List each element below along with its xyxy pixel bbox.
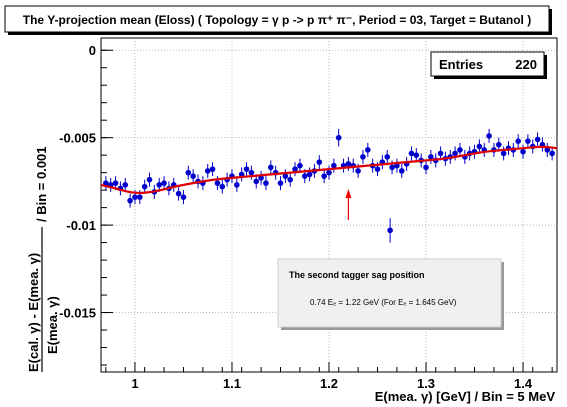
- data-point: [384, 154, 391, 160]
- data-point: [180, 194, 187, 200]
- data-point: [185, 169, 192, 176]
- y-axis-label-numerator: E(cal. γ) - E(mea. γ): [26, 253, 41, 372]
- data-point: [549, 150, 555, 157]
- title-box-shadow-bottom: [8, 32, 552, 35]
- data-point: [137, 194, 143, 200]
- data-point: [365, 147, 371, 153]
- axes: 1 1.1 1.2 1.3 1.4 0 -0.005 -0.01 -0.015: [59, 43, 553, 391]
- data-point: [389, 164, 395, 171]
- data-point: [335, 134, 342, 141]
- data-point: [520, 148, 526, 155]
- data-point: [534, 136, 541, 143]
- data-point: [243, 166, 250, 172]
- data-point: [209, 166, 216, 172]
- data-point: [355, 168, 361, 174]
- stats-box-shadow-bottom: [434, 76, 547, 79]
- data-point: [127, 197, 133, 204]
- x-axis-label: E(mea. γ) [GeV] / Bin = 5 MeV: [375, 389, 556, 404]
- y-axis-label-suffix: / Bin = 0.001: [34, 146, 49, 222]
- y-tick-label: 0: [89, 43, 96, 58]
- y-tick-label: -0.005: [59, 131, 96, 146]
- data-point: [423, 164, 429, 171]
- data-point: [345, 161, 352, 167]
- annotation-title: The second tagger sag position: [289, 270, 425, 280]
- y-tick-label: -0.015: [59, 306, 96, 321]
- data-point: [287, 176, 293, 183]
- data-point: [219, 183, 226, 190]
- data-point: [321, 173, 327, 179]
- data-point: [301, 173, 308, 179]
- data-point: [156, 182, 163, 188]
- title-box: [4, 5, 550, 33]
- x-tick-label: 1.1: [223, 376, 241, 391]
- data-point: [544, 147, 551, 153]
- data-point: [112, 180, 119, 186]
- data-point: [500, 150, 507, 157]
- data-point: [398, 168, 405, 174]
- data-point: [316, 159, 323, 165]
- data-point: [122, 182, 129, 188]
- annotation-box: [277, 258, 502, 328]
- data-point: [175, 190, 182, 197]
- y-axis-label-denominator: E(mea. γ): [45, 296, 60, 354]
- y-axis-label: E(cal. γ) - E(mea. γ) E(mea. γ) / Bin = …: [26, 146, 60, 372]
- y-tick-label: -0.01: [66, 218, 96, 233]
- annotation-body: 0.74 Eₑ = 1.22 GeV (For Eₑ = 1.645 GeV): [310, 298, 457, 307]
- data-point: [248, 169, 255, 176]
- x-tick-label: 1.4: [514, 376, 533, 391]
- data-point: [374, 166, 381, 172]
- sag-arrow-head: [345, 189, 352, 198]
- x-tick-label: 1.3: [417, 376, 435, 391]
- data-point: [476, 143, 483, 150]
- data-point: [457, 147, 463, 153]
- fit-curve: [100, 145, 558, 195]
- data-point: [141, 183, 148, 190]
- data-point: [267, 164, 274, 171]
- data-point: [161, 180, 167, 186]
- data-point: [525, 138, 531, 144]
- data-point: [146, 176, 153, 183]
- x-tick-label: 1.2: [320, 376, 338, 391]
- data-point: [204, 168, 211, 174]
- data-point: [253, 178, 260, 185]
- data-point: [515, 138, 521, 144]
- data-point: [132, 194, 138, 200]
- data-point: [428, 154, 434, 160]
- data-point: [331, 162, 337, 169]
- data-point: [387, 227, 393, 234]
- data-point: [263, 180, 269, 186]
- data-point: [413, 152, 420, 158]
- data-point: [214, 180, 221, 186]
- data-point: [306, 171, 313, 178]
- data-point: [495, 141, 502, 148]
- data-point: [103, 180, 109, 186]
- data-point: [234, 182, 240, 188]
- data-point: [408, 150, 415, 157]
- stats-label: Entries: [439, 57, 483, 72]
- stats-value: 220: [515, 57, 537, 72]
- title-box-shadow: [549, 9, 552, 35]
- data-point: [297, 162, 303, 169]
- data-point: [486, 133, 492, 139]
- data-point: [452, 150, 458, 157]
- stats-box-shadow-right: [544, 55, 547, 79]
- sag-arrow: [345, 189, 352, 220]
- stats-box: [430, 51, 545, 77]
- data-point: [292, 166, 298, 172]
- data-point: [326, 169, 332, 176]
- data-point: [282, 173, 289, 179]
- x-tick-label: 1: [131, 376, 138, 391]
- data-point: [190, 173, 196, 179]
- data-point: [277, 180, 284, 186]
- data-point: [437, 150, 444, 157]
- chart-title: The Y-projection mean (Eloss) ( Topology…: [23, 13, 531, 27]
- data-point: [360, 154, 366, 160]
